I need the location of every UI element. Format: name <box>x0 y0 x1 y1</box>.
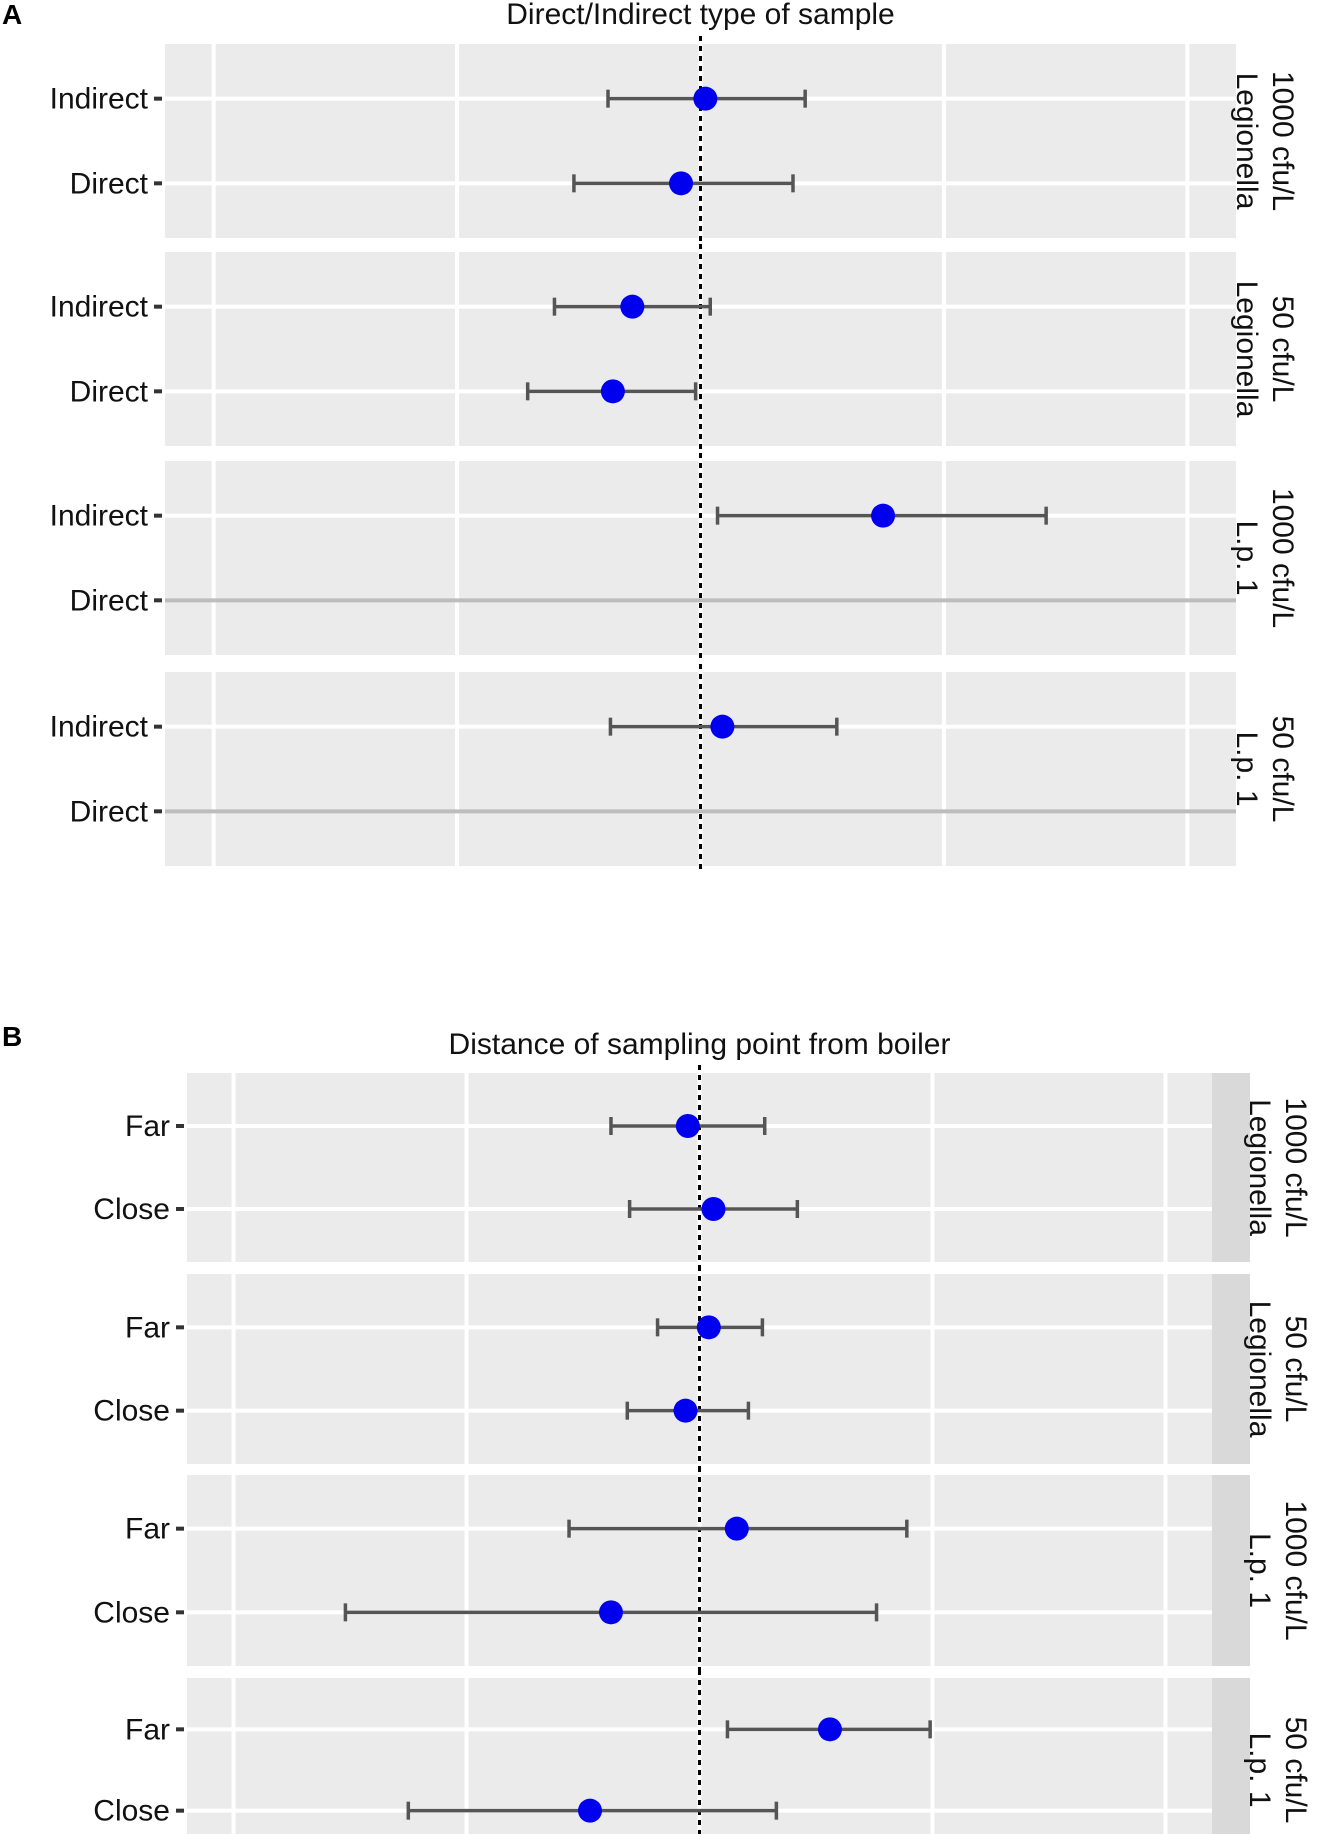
panel-title-a: Direct/Indirect type of sample <box>506 0 895 31</box>
point-estimate <box>817 1717 842 1742</box>
y-axis-label-far: Far <box>125 1713 170 1746</box>
facet-strip-background <box>1212 1475 1250 1666</box>
point-estimate <box>600 379 625 404</box>
y-axis-label-close: Close <box>93 1395 170 1428</box>
facet-strip-label-line1: L.p. 1 <box>1243 1732 1276 1807</box>
facet-strip-background <box>1212 1274 1250 1464</box>
point-estimate <box>620 294 645 319</box>
y-axis-label-far: Far <box>125 1110 170 1143</box>
facet-strip-label-line1: L.p. 1 <box>1243 1533 1276 1608</box>
y-axis-label-indirect: Indirect <box>50 291 149 324</box>
panel-title-b: Distance of sampling point from boiler <box>449 1028 951 1061</box>
facet-strip-label-line1: Legionella <box>1243 1301 1276 1438</box>
y-axis-label-far: Far <box>125 1311 170 1344</box>
y-axis-label-direct: Direct <box>70 795 149 828</box>
facet-strip-label-line1: L.p. 1 <box>1230 520 1263 595</box>
facet-strip-label-line2: 50 cfu/L <box>1279 1316 1312 1423</box>
facet-strip-label-line2: 50 cfu/L <box>1266 296 1299 403</box>
facet-strip-label-line2: 50 cfu/L <box>1266 716 1299 823</box>
point-estimate <box>871 503 896 528</box>
y-axis-label-indirect: Indirect <box>50 83 149 116</box>
panel-letter-b: B <box>2 1021 22 1052</box>
point-estimate <box>669 171 694 196</box>
point-estimate <box>673 1398 698 1423</box>
y-axis-label-indirect: Indirect <box>50 500 149 533</box>
facet-strip-label-line2: 1000 cfu/L <box>1279 1500 1312 1640</box>
facet-strip-label-line2: 1000 cfu/L <box>1266 71 1299 211</box>
facet-strip-label-line1: L.p. 1 <box>1230 731 1263 806</box>
y-axis-label-indirect: Indirect <box>50 711 149 744</box>
point-estimate <box>701 1197 726 1221</box>
point-estimate <box>696 1315 721 1340</box>
facet-strip-label-line2: 1000 cfu/L <box>1266 488 1299 628</box>
y-axis-label-direct: Direct <box>70 167 149 200</box>
facet-strip-background <box>1212 1678 1250 1834</box>
facet-strip-label-line1: Legionella <box>1243 1099 1276 1236</box>
point-estimate <box>675 1114 700 1138</box>
y-axis-label-direct: Direct <box>70 584 149 617</box>
point-estimate <box>693 86 718 111</box>
y-axis-label-direct: Direct <box>70 375 149 408</box>
y-axis-label-close: Close <box>93 1795 170 1828</box>
y-axis-label-close: Close <box>93 1193 170 1226</box>
facet-strip-background <box>1212 1073 1250 1262</box>
facet-strip-label-line1: Legionella <box>1230 73 1263 210</box>
y-axis-label-far: Far <box>125 1513 170 1546</box>
point-estimate <box>710 714 735 739</box>
facet-strip-label-line2: 50 cfu/L <box>1279 1717 1312 1824</box>
facet-strip-label-line2: 1000 cfu/L <box>1279 1097 1312 1237</box>
point-estimate <box>724 1516 749 1541</box>
y-axis-label-close: Close <box>93 1596 170 1629</box>
point-estimate <box>598 1600 623 1625</box>
facet-strip-label-line1: Legionella <box>1230 281 1263 418</box>
panel-letter-a: A <box>2 0 22 30</box>
point-estimate <box>578 1798 603 1823</box>
